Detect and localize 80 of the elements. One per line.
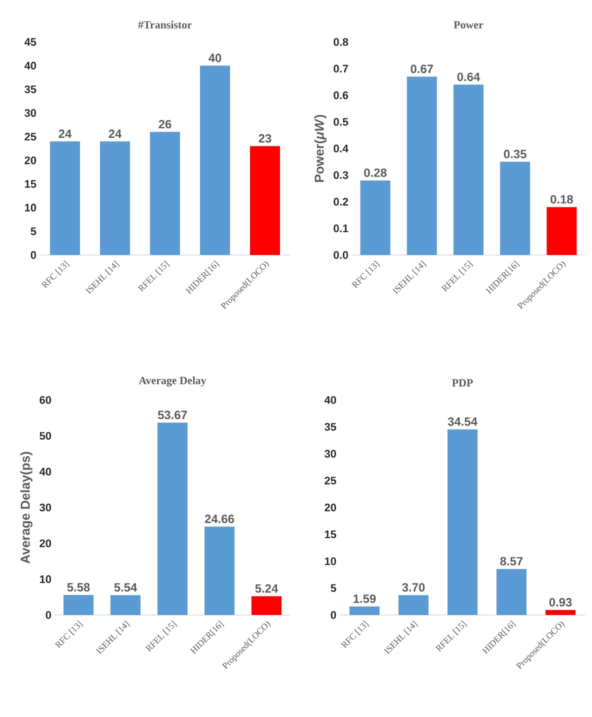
y-tick-label: 0.1 [334,224,348,232]
data-label: 0.35 [504,150,526,158]
bar [454,84,484,255]
chart-title: Power [454,21,484,28]
bar [360,180,390,255]
y-tick-label: 10 [24,204,36,212]
bar [448,429,478,615]
data-label: 24 [58,130,72,138]
data-label: 0.28 [364,168,387,177]
y-tick-label: 40 [39,468,52,476]
y-tick-label: 60 [40,396,52,404]
bar [204,526,234,615]
y-tick-label: 25 [24,132,36,141]
y-tick-label: 20 [24,156,36,164]
data-label: 23 [258,134,272,143]
bar [110,595,140,615]
bar [150,132,180,255]
bar [398,595,429,615]
bar [496,568,527,615]
bar [200,66,230,255]
y-tick-label: 0 [30,251,36,259]
y-tick-label: 20 [40,539,52,548]
y-tick-label: 35 [324,423,336,431]
data-label: 0.67 [410,64,434,74]
bar [500,162,530,255]
bar [406,76,437,255]
data-label: 5.24 [255,584,278,593]
bar [158,422,188,615]
data-label: 5.58 [67,583,90,592]
y-tick-label: 0.0 [334,251,348,259]
y-tick-label: 40 [324,396,336,404]
bar [64,595,94,615]
bar [50,141,80,255]
data-label: 53.67 [158,410,187,420]
y-tick-label: 0.6 [334,91,348,100]
y-tick-label: 10 [40,575,52,584]
y-tick-label: 0 [330,611,336,619]
y-tick-label: 0.3 [334,171,348,180]
y-tick-label: 15 [324,530,336,538]
bar [350,606,380,615]
y-tick-label: 30 [324,450,336,458]
y-axis-title: Average Delay(ps) [20,452,32,564]
y-tick-label: 40 [24,62,36,70]
y-tick-label: 30 [24,109,36,117]
bar [250,146,280,255]
y-tick-label: 45 [24,38,36,46]
data-label: 0.93 [549,598,572,606]
y-tick-label: 0.7 [334,64,348,72]
data-label: 1.59 [354,594,376,603]
chart-title: PDP [452,379,473,386]
data-label: 3.70 [402,583,425,592]
data-label: 24 [108,130,122,138]
y-tick-label: 0 [46,611,52,619]
data-label: 24.66 [204,514,234,524]
data-label: 34.54 [448,417,478,426]
chart-title: Average Delay [138,376,206,387]
y-tick-label: 0.8 [334,38,348,46]
y-tick-label: 10 [324,557,336,566]
data-label: 5.54 [114,583,138,592]
chart-title: #Transistor [138,20,192,28]
bar [100,141,130,255]
y-tick-label: 5 [330,584,336,592]
y-tick-label: 50 [40,432,52,440]
bar [546,207,577,255]
y-tick-label: 0.2 [334,198,348,206]
data-label: 26 [158,120,172,128]
data-label: 0.18 [550,195,573,204]
y-tick-label: 20 [324,504,336,512]
bar [252,596,282,615]
y-tick-label: 0.5 [334,118,348,126]
data-label: 8.57 [500,556,523,566]
data-label: 0.64 [457,72,480,82]
y-tick-label: 15 [24,180,36,188]
y-tick-label: 35 [24,85,36,94]
y-tick-label: 5 [30,228,36,236]
y-tick-label: 30 [40,504,52,512]
bar [546,610,576,615]
data-label: 40 [208,54,222,62]
y-tick-label: 0.4 [334,144,348,152]
y-tick-label: 25 [324,476,336,485]
